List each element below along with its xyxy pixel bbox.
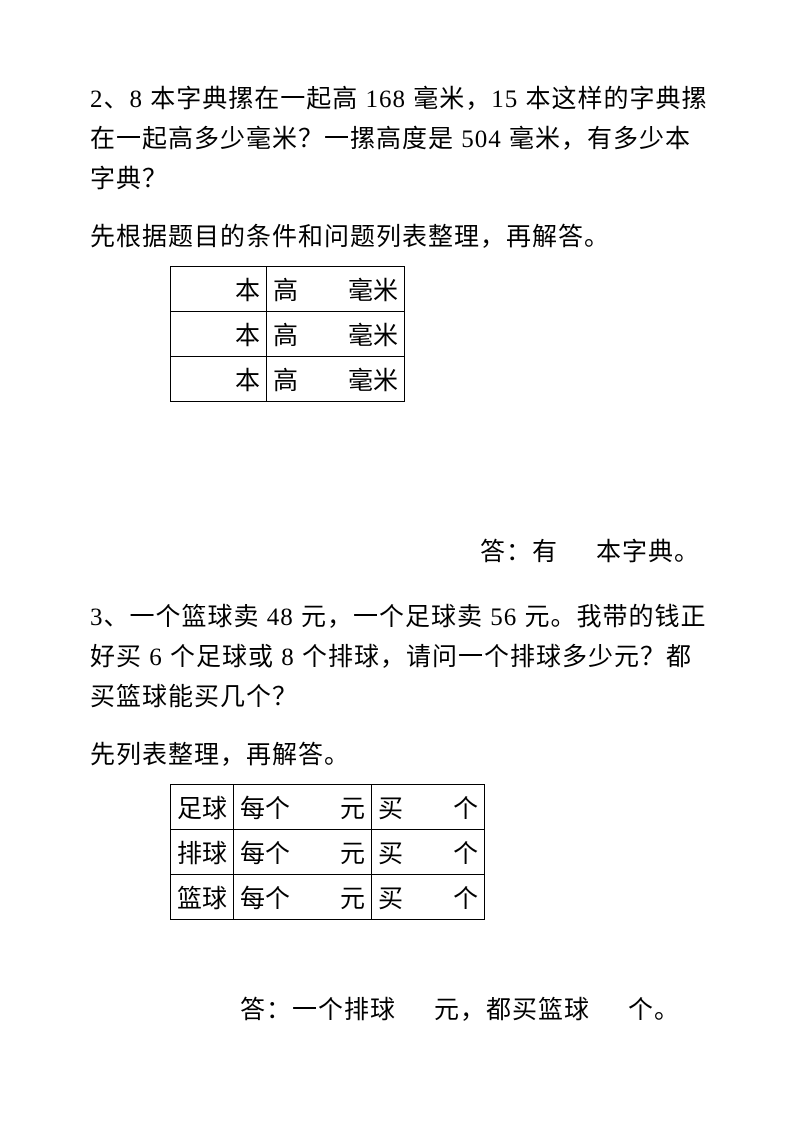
table-row: 本 高毫米 [171,357,405,402]
table-row: 篮球 每个元 买个 [171,875,485,920]
problem3-table: 足球 每个元 买个 排球 每个元 买个 篮球 每个元 买个 [170,784,485,920]
table-row: 本 高毫米 [171,267,405,312]
problem3-text: 3、一个篮球卖 48 元，一个足球卖 56 元。我带的钱正好买 6 个足球或 8… [90,598,710,718]
problem2-instruction: 先根据题目的条件和问题列表整理，再解答。 [90,218,710,258]
problem3-instruction: 先列表整理，再解答。 [90,736,710,776]
cell: 本 [171,267,267,312]
table-row: 本 高毫米 [171,312,405,357]
cell: 足球 [171,785,234,830]
cell: 高毫米 [267,312,405,357]
cell: 买个 [372,875,485,920]
cell: 高毫米 [267,357,405,402]
problem3-answer: 答：一个排球元，都买篮球个。 [90,990,710,1026]
cell: 排球 [171,830,234,875]
cell: 篮球 [171,875,234,920]
table-row: 排球 每个元 买个 [171,830,485,875]
cell: 每个元 [234,875,372,920]
cell: 买个 [372,785,485,830]
problem2-answer: 答：有本字典。 [90,532,710,568]
table-row: 足球 每个元 买个 [171,785,485,830]
cell: 每个元 [234,830,372,875]
cell: 高毫米 [267,267,405,312]
problem2-table: 本 高毫米 本 高毫米 本 高毫米 [170,266,405,402]
cell: 本 [171,312,267,357]
cell: 买个 [372,830,485,875]
cell: 每个元 [234,785,372,830]
cell: 本 [171,357,267,402]
problem2-text: 2、8 本字典摞在一起高 168 毫米，15 本这样的字典摞在一起高多少毫米？一… [90,80,710,200]
